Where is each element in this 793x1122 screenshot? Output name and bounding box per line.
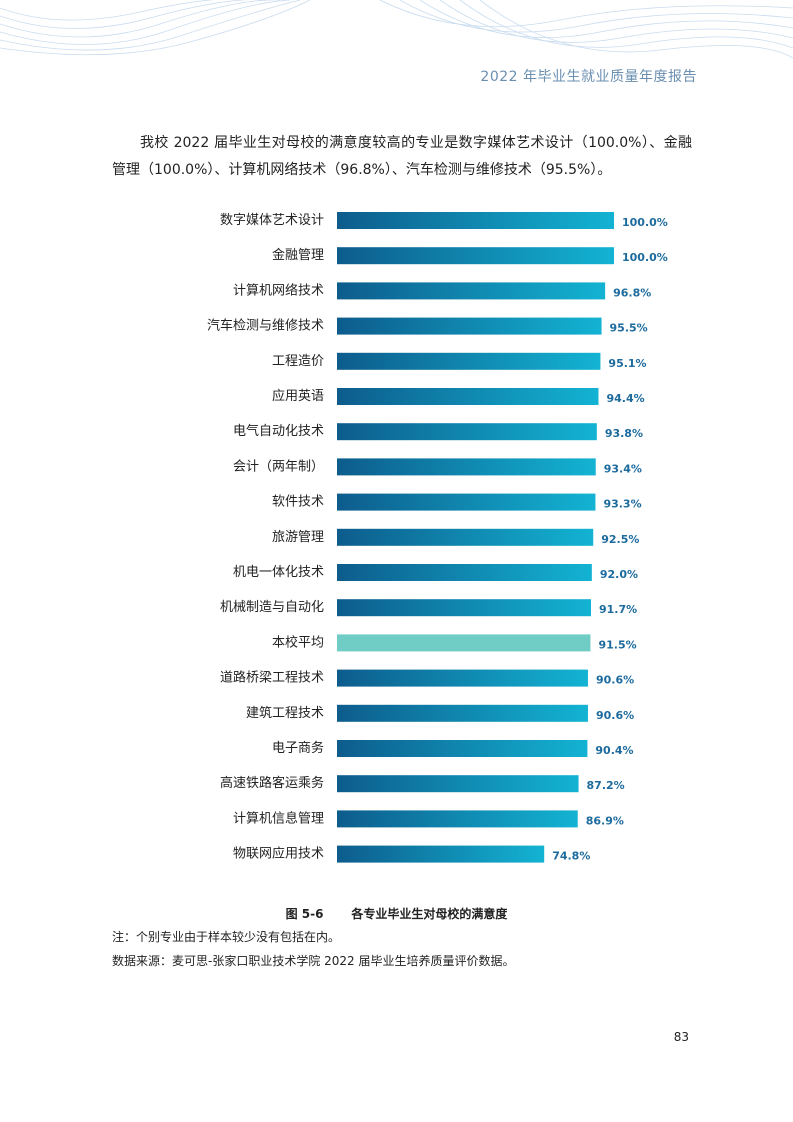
bar-14 [337,669,588,687]
data-source-note: 数据来源：麦可思-张家口职业技术学院 2022 届毕业生培养质量评价数据。 [112,954,515,968]
bar-7 [337,423,597,441]
value-label-9: 93.3% [603,498,641,511]
bar-8 [337,458,596,476]
category-label-6: 应用英语 [272,388,324,404]
value-label-1: 100.0% [622,216,668,229]
category-label-16: 电子商务 [272,740,324,756]
value-label-11: 92.0% [600,568,638,581]
value-label-5: 95.1% [608,357,646,370]
category-label-1: 数字媒体艺术设计 [220,213,324,228]
category-label-13: 本校平均 [272,634,324,650]
value-label-15: 90.6% [596,709,634,722]
category-label-5: 工程造价 [272,354,324,369]
report-header-title: 2022 年毕业生就业质量年度报告 [480,69,697,85]
figure-number: 图 5-6 [285,907,324,921]
bar-15 [337,704,588,722]
value-label-12: 91.7% [599,603,637,616]
category-label-3: 计算机网络技术 [233,282,324,298]
value-label-17: 87.2% [587,779,625,792]
bar-2 [337,247,614,265]
intro-paragraph: 我校 2022 届毕业生对母校的满意度较高的专业是数字媒体艺术设计（100.0%… [112,135,692,178]
bar-13 [337,634,591,652]
value-label-2: 100.0% [622,251,668,264]
value-label-19: 74.8% [552,850,590,863]
bar-18 [337,810,578,828]
category-label-2: 金融管理 [272,247,324,263]
figure-title: 各专业毕业生对母校的满意度 [351,907,508,921]
value-label-7: 93.8% [605,427,643,440]
value-label-10: 92.5% [601,533,639,546]
bar-6 [337,388,599,405]
category-label-14: 道路桥梁工程技术 [220,670,324,686]
value-label-14: 90.6% [596,674,634,687]
bar-17 [337,775,579,793]
bar-5 [337,352,601,370]
value-label-18: 86.9% [586,814,624,827]
bar-19 [337,845,545,863]
bar-16 [337,740,588,757]
category-label-19: 物联网应用技术 [233,846,324,862]
bar-4 [337,317,602,335]
bar-3 [337,282,606,300]
category-label-18: 计算机信息管理 [233,810,324,826]
value-label-13: 91.5% [598,638,636,651]
value-label-16: 90.4% [595,744,633,757]
value-label-3: 96.8% [613,286,651,299]
category-label-9: 软件技术 [272,495,324,510]
category-label-11: 机电一体化技术 [233,565,324,580]
header-wave-decoration [0,0,793,59]
value-label-6: 94.4% [606,392,644,405]
category-label-8: 会计（两年制） [233,459,324,474]
value-label-8: 93.4% [604,462,642,475]
bar-10 [337,528,594,546]
category-label-17: 高速铁路客运乘务 [220,775,324,791]
bar-9 [337,493,596,511]
satisfaction-bar-chart: 数字媒体艺术设计 100.0% 金融管理 100.0% 计算机网络技术 96.8% 汽车检测… [207,212,668,863]
page-number: 83 [673,1030,689,1044]
bar-1 [337,212,614,229]
category-label-4: 汽车检测与维修技术 [207,318,324,334]
figure-caption: 图 5-6 各专业毕业生对母校的满意度 [0,905,793,922]
value-label-4: 95.5% [610,322,648,335]
category-label-12: 机械制造与自动化 [220,600,324,615]
bar-12 [337,599,592,617]
category-label-15: 建筑工程技术 [246,705,324,721]
bar-11 [337,564,592,581]
category-label-10: 旅游管理 [272,530,324,545]
sample-note: 注：个别专业由于样本较少没有包括在内。 [112,930,341,944]
category-label-7: 电气自动化技术 [233,423,324,439]
